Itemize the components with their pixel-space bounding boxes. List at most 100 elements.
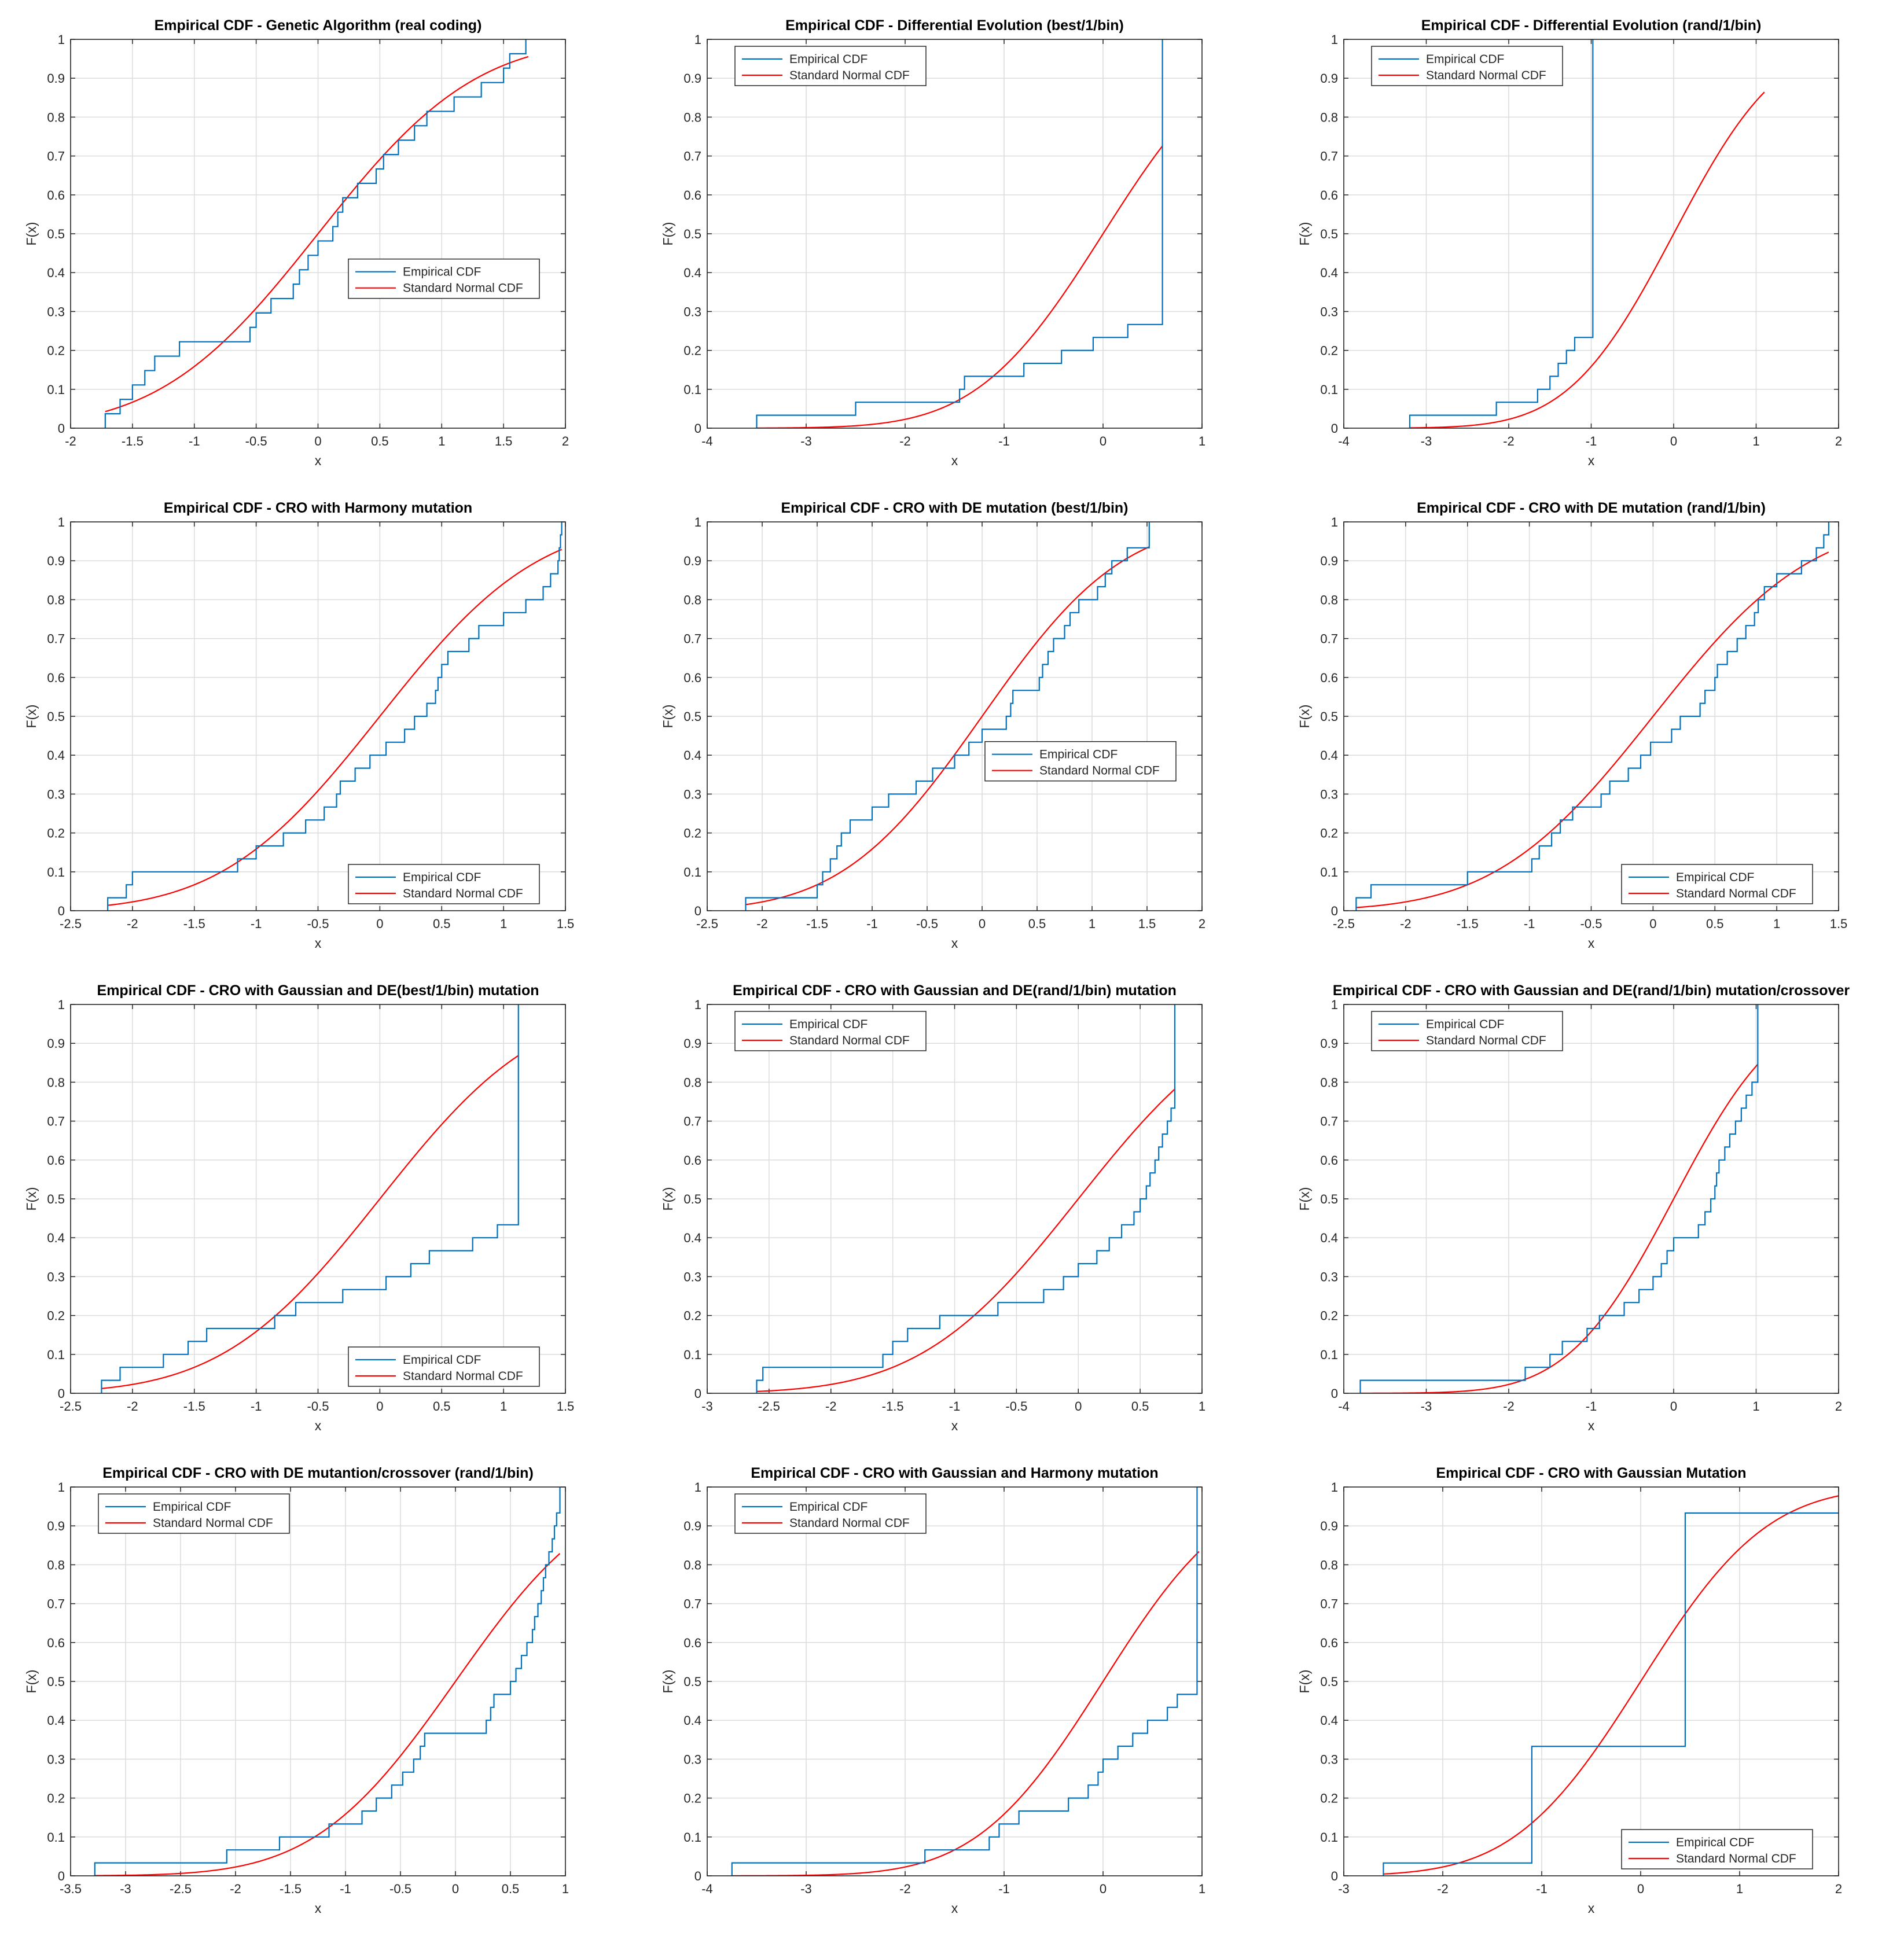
y-tick-label: 0.5 xyxy=(683,227,701,241)
y-tick-label: 0.4 xyxy=(47,748,65,763)
y-tick-label: 0 xyxy=(694,1869,701,1883)
x-tick-label: -3 xyxy=(800,434,812,448)
y-tick-label: 1 xyxy=(58,1480,65,1495)
x-tick-label: 0.5 xyxy=(502,1882,520,1896)
legend-empirical-label: Empirical CDF xyxy=(789,1018,868,1031)
y-tick-label: 0.2 xyxy=(1320,826,1338,841)
x-tick-label: -1 xyxy=(189,434,200,448)
y-tick-label: 0.2 xyxy=(683,826,701,841)
legend-box xyxy=(734,1011,927,1051)
x-tick-label: 0 xyxy=(452,1882,459,1896)
x-tick-label: 2 xyxy=(1835,1882,1842,1896)
x-tick-label: -4 xyxy=(1338,434,1350,448)
legend-normal-label: Standard Normal CDF xyxy=(789,69,910,82)
x-tick-label: 0.5 xyxy=(1706,917,1724,931)
legend: Empirical CDF Standard Normal CDF xyxy=(1371,1011,1563,1051)
legend-box xyxy=(348,1346,540,1387)
normal-cdf-line xyxy=(745,546,1150,906)
x-tick-label: -0.5 xyxy=(1580,917,1602,931)
y-tick-label: 0.2 xyxy=(47,826,65,841)
x-tick-label: -2 xyxy=(127,917,138,931)
y-tick-label: 0.1 xyxy=(1320,1348,1338,1362)
x-tick-label: -1.5 xyxy=(1457,917,1479,931)
y-tick-label: 0.1 xyxy=(1320,1830,1338,1845)
y-tick-label: 0.9 xyxy=(1320,1519,1338,1533)
y-tick-label: 1 xyxy=(58,515,65,529)
y-tick-label: 0.4 xyxy=(47,1713,65,1728)
x-tick-label: 0 xyxy=(1649,917,1656,931)
chart-title: Empirical CDF - CRO with Gaussian and Ha… xyxy=(751,1465,1158,1481)
y-tick-label: 0 xyxy=(58,1869,65,1883)
legend-empirical-label: Empirical CDF xyxy=(1426,1018,1504,1031)
y-tick-label: 1 xyxy=(58,32,65,47)
y-tick-label: 0.5 xyxy=(683,1674,701,1689)
y-tick-label: 0.5 xyxy=(1320,227,1338,241)
x-tick-label: 0 xyxy=(376,917,383,931)
y-tick-label: 0.8 xyxy=(47,592,65,607)
x-tick-label: 0 xyxy=(979,917,986,931)
x-tick-label: 1.5 xyxy=(557,1399,575,1414)
y-tick-label: 0.9 xyxy=(1320,554,1338,568)
x-tick-label: -2 xyxy=(1503,1399,1515,1414)
y-tick-label: 0.7 xyxy=(683,149,701,164)
x-tick-label: -0.5 xyxy=(1005,1399,1027,1414)
x-tick-label: 1 xyxy=(438,434,445,448)
y-tick-label: 0.6 xyxy=(47,188,65,203)
legend: Empirical CDF Standard Normal CDF xyxy=(984,741,1177,782)
y-tick-label: 0.2 xyxy=(47,1309,65,1323)
normal-cdf-line xyxy=(107,549,563,906)
x-tick-label: -0.5 xyxy=(389,1882,411,1896)
legend-normal-label: Standard Normal CDF xyxy=(403,282,523,295)
y-axis-label: F(x) xyxy=(1297,705,1312,728)
y-tick-label: 0.5 xyxy=(683,709,701,724)
chart-title: Empirical CDF - Differential Evolution (… xyxy=(785,17,1124,34)
y-tick-label: 0 xyxy=(694,904,701,918)
axes-box xyxy=(707,521,1203,911)
normal-cdf-line xyxy=(1409,91,1765,428)
x-tick-label: -1.5 xyxy=(183,1399,205,1414)
x-axis-label: x xyxy=(315,1418,322,1433)
x-tick-label: 1 xyxy=(1752,1399,1759,1414)
y-tick-label: 0.5 xyxy=(47,1674,65,1689)
cdf-chart-6: -2.5 -2 -1.5 -1 -0.5 0 0.5 1 1.5 0 0.1 0.2 0.3 0.4 0.5… xyxy=(1297,500,1847,951)
y-tick-label: 0.9 xyxy=(1320,71,1338,86)
x-tick-label: -2 xyxy=(127,1399,138,1414)
x-tick-label: 0.5 xyxy=(1131,1399,1149,1414)
x-tick-label: 0 xyxy=(314,434,321,448)
cdf-chart-1: -2 -1.5 -1 -0.5 0 0.5 1 1.5 2 0 0.1 0.2 0.3 0.4 0.5 0.6… xyxy=(24,17,569,468)
empirical-cdf-line xyxy=(1359,1004,1759,1393)
legend-empirical-label: Empirical CDF xyxy=(1426,53,1504,66)
y-tick-label: 0.6 xyxy=(683,1153,701,1168)
y-tick-label: 0.6 xyxy=(1320,671,1338,685)
x-axis-label: x xyxy=(951,1901,958,1916)
x-axis-label: x xyxy=(1588,1418,1595,1433)
y-tick-label: 0.1 xyxy=(1320,382,1338,397)
x-axis-label: x xyxy=(1588,936,1595,951)
x-tick-label: -2.5 xyxy=(696,917,718,931)
y-tick-label: 0.2 xyxy=(1320,1791,1338,1806)
x-tick-label: -3 xyxy=(1421,1399,1432,1414)
y-tick-label: 0.7 xyxy=(47,149,65,164)
y-tick-label: 1 xyxy=(1331,1480,1338,1495)
x-tick-label: 0 xyxy=(1100,1882,1107,1896)
chart-title: Empirical CDF - CRO with Gaussian and DE… xyxy=(1333,982,1850,999)
x-tick-label: 1 xyxy=(1199,434,1205,448)
y-tick-label: 0.5 xyxy=(1320,1674,1338,1689)
y-tick-label: 0.1 xyxy=(683,865,701,879)
y-tick-label: 0 xyxy=(58,1386,65,1401)
y-tick-label: 0.1 xyxy=(47,1348,65,1362)
legend-normal-label: Standard Normal CDF xyxy=(789,1034,910,1047)
x-tick-label: -3 xyxy=(1421,434,1432,448)
y-tick-label: 0.7 xyxy=(1320,149,1338,164)
empirical-cdf-line xyxy=(104,39,527,428)
y-tick-label: 0.9 xyxy=(47,71,65,86)
y-tick-label: 0.3 xyxy=(1320,1269,1338,1284)
cdf-chart-3: -4 -3 -2 -1 0 1 2 0 0.1 0.2 0.3 0.4 0.5 0.6 0.7 0.8 0.9 1… xyxy=(1297,17,1842,468)
chart-title: Empirical CDF - CRO with Gaussian and DE… xyxy=(733,982,1177,999)
legend: Empirical CDF Standard Normal CDF xyxy=(734,46,927,86)
x-axis-label: x xyxy=(1588,1901,1595,1916)
x-tick-label: 1 xyxy=(500,1399,507,1414)
y-tick-label: 0.3 xyxy=(47,304,65,319)
y-tick-label: 0.5 xyxy=(47,1192,65,1206)
chart-title: Empirical CDF - CRO with DE mutation (ra… xyxy=(1417,500,1766,516)
